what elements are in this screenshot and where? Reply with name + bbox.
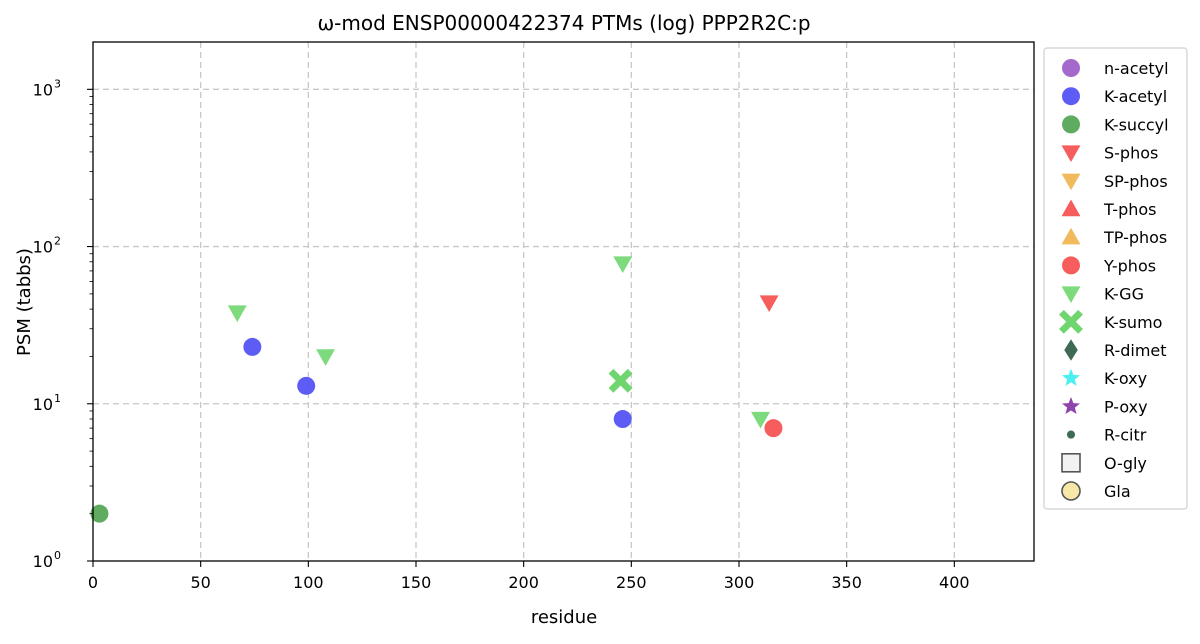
data-point-k-gg	[316, 349, 336, 366]
legend-label: K-acetyl	[1104, 87, 1167, 106]
x-axis-label: residue	[531, 607, 597, 628]
legend-marker	[1062, 87, 1080, 106]
legend-item: S-phos	[1061, 144, 1158, 163]
legend-item: K-oxy	[1062, 368, 1147, 388]
legend-item: Y-phos	[1062, 256, 1156, 275]
legend-item: R-citr	[1066, 426, 1147, 445]
legend-marker	[1059, 309, 1083, 334]
y-tick-exponent: 0	[54, 549, 61, 562]
grid-lines	[93, 42, 1034, 561]
legend-label: Gla	[1104, 482, 1131, 501]
x-tick-label: 100	[293, 573, 324, 592]
data-point-k-acetyl	[297, 376, 316, 395]
legend-marker	[1062, 368, 1080, 386]
y-tick-label: 101	[33, 392, 61, 414]
legend-item: n-acetyl	[1062, 59, 1169, 78]
y-tick-exponent: 1	[54, 392, 61, 405]
legend-marker	[1062, 256, 1080, 275]
legend-label: T-phos	[1103, 200, 1157, 219]
chart-title: ω-mod ENSP00000422374 PTMs (log) PPP2R2C…	[317, 11, 810, 35]
legend-item: R-dimet	[1064, 339, 1167, 361]
legend-label: TP-phos	[1103, 228, 1167, 247]
legend-marker	[1066, 430, 1076, 439]
legend-label: K-sumo	[1104, 313, 1162, 332]
x-tick-label: 300	[724, 573, 755, 592]
legend-marker	[1061, 173, 1081, 191]
data-point-k-gg	[227, 305, 247, 323]
legend-item: K-sumo	[1059, 309, 1162, 334]
legend-marker	[1061, 286, 1081, 304]
legend-marker	[1061, 227, 1081, 245]
x-tick-label: 350	[831, 573, 862, 592]
data-point-y-phos	[764, 419, 783, 438]
data-point-k-gg	[751, 411, 770, 429]
legend-label: R-citr	[1104, 426, 1147, 445]
legend-marker	[1061, 452, 1081, 473]
legend-item: K-succyl	[1062, 115, 1169, 134]
legend-item: SP-phos	[1061, 172, 1168, 191]
legend-item: P-oxy	[1062, 396, 1148, 416]
legend-label: K-GG	[1104, 285, 1144, 304]
legend-marker	[1061, 199, 1081, 217]
x-tick-label: 400	[939, 573, 970, 592]
data-point-k-acetyl	[243, 337, 262, 356]
legend-marker	[1061, 145, 1081, 163]
data-point-k-succyl	[90, 504, 109, 523]
legend-item: TP-phos	[1061, 227, 1167, 247]
y-tick-label: 102	[33, 235, 61, 257]
y-axis-label: PSM (tabbs)	[14, 248, 35, 356]
x-marker-stroke	[608, 368, 633, 393]
legend-item: T-phos	[1061, 199, 1157, 219]
legend-label: K-succyl	[1104, 115, 1169, 134]
legend-label: R-dimet	[1104, 341, 1167, 360]
y-tick-label: 103	[33, 77, 61, 99]
legend-marker	[1062, 59, 1080, 77]
x-tick-label: 200	[508, 573, 539, 592]
legend-item: K-acetyl	[1062, 87, 1167, 106]
y-tick-exponent: 2	[54, 235, 61, 248]
x-tick-label: 50	[190, 573, 210, 592]
legend-label: n-acetyl	[1104, 59, 1169, 78]
data-point-k-gg	[613, 256, 633, 273]
legend-label: K-oxy	[1104, 369, 1147, 388]
legend-label: Y-phos	[1103, 256, 1156, 275]
legend-marker	[1061, 481, 1081, 501]
plot-frame	[92, 41, 1035, 562]
data-point-k-sumo	[608, 368, 633, 393]
legend-label: O-gly	[1104, 454, 1147, 473]
legend-marker	[1062, 115, 1080, 134]
x-marker-stroke	[1059, 309, 1083, 334]
x-tick-label: 0	[88, 573, 98, 592]
legend-marker	[1062, 396, 1080, 415]
data-points	[90, 256, 783, 523]
data-point-s-phos	[759, 295, 779, 313]
y-tick-exponent: 3	[54, 77, 61, 90]
legend-box	[1043, 47, 1188, 510]
legend-label: P-oxy	[1104, 397, 1148, 416]
data-point-k-acetyl	[613, 410, 632, 429]
legend: n-acetyl K-acetyl K-succyl S-phos SP-phos T-p…	[1043, 47, 1188, 510]
legend-item: O-gly	[1061, 452, 1147, 473]
legend-item: K-GG	[1061, 285, 1144, 304]
legend-item: Gla	[1061, 481, 1131, 501]
y-tick-label: 100	[33, 549, 61, 571]
legend-marker	[1064, 339, 1078, 361]
legend-label: S-phos	[1104, 144, 1158, 163]
x-tick-label: 250	[616, 573, 647, 592]
x-tick-label: 150	[401, 573, 432, 592]
legend-label: SP-phos	[1104, 172, 1168, 191]
